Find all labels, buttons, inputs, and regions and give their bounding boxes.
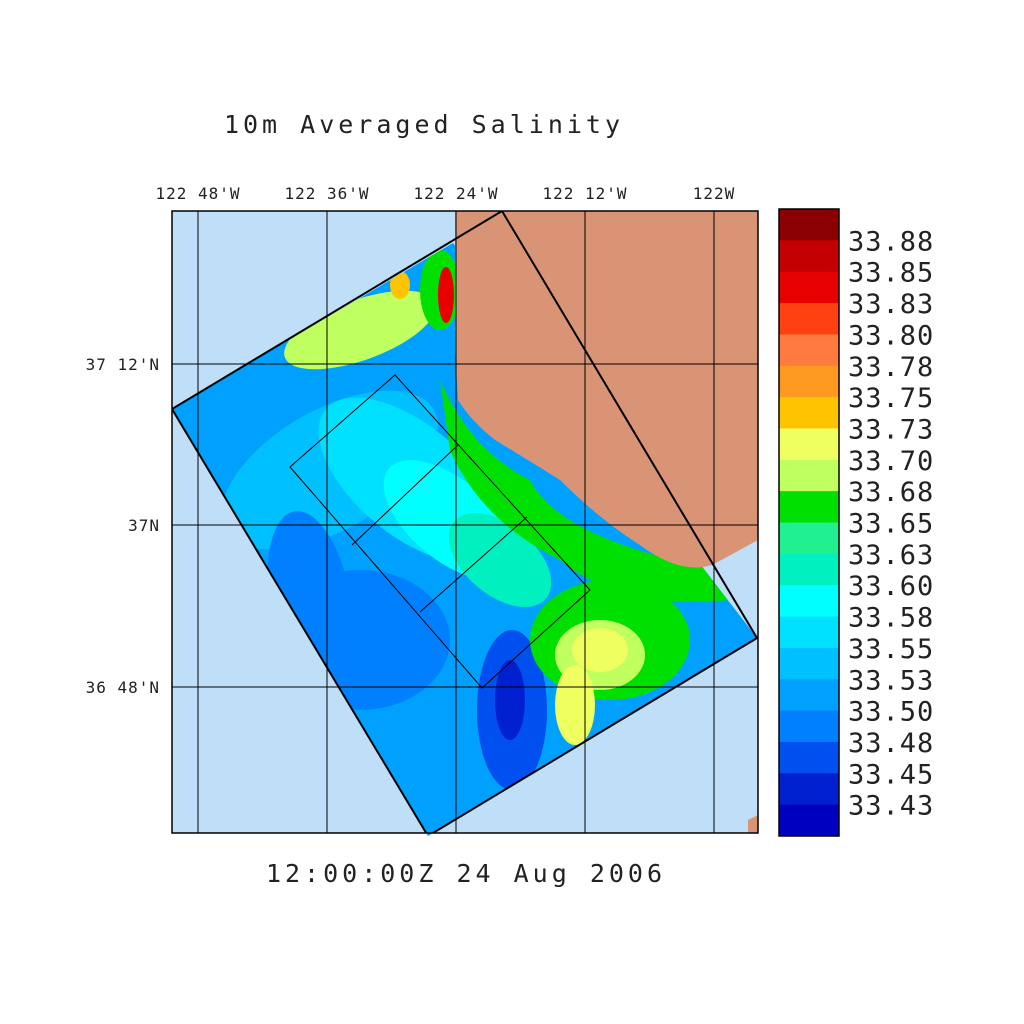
colorbar-level-label: 33.60 <box>848 571 934 602</box>
colorbar-swatch <box>779 741 839 774</box>
lat-label: 37N <box>128 516 160 535</box>
map-plot-area <box>171 210 759 836</box>
colorbar-swatch <box>779 804 839 837</box>
colorbar-swatch <box>779 334 839 367</box>
salinity-patch <box>572 628 628 672</box>
land-fragment <box>748 815 758 833</box>
graticule <box>172 211 758 833</box>
colorbar: 33.8833.8533.8333.8033.7833.7533.7333.70… <box>778 208 934 837</box>
map-title: 10m Averaged Salinity <box>224 110 624 139</box>
colorbar-swatch <box>779 616 839 649</box>
plot-frame <box>171 210 759 834</box>
outer-domain-outline <box>172 211 758 833</box>
colorbar-level-label: 33.50 <box>848 697 934 728</box>
colorbar-level-label: 33.70 <box>848 446 934 477</box>
salinity-patch <box>438 267 454 323</box>
colorbar-level-label: 33.75 <box>848 383 934 414</box>
inner-domain-divider <box>419 516 528 613</box>
colorbar-swatch <box>779 303 839 335</box>
colorbar-swatch <box>779 647 839 680</box>
salinity-patch <box>495 660 525 740</box>
colorbar-level-label: 33.48 <box>848 728 934 759</box>
colorbar-level-label: 33.88 <box>848 226 934 257</box>
colorbar-swatch <box>779 522 839 555</box>
colorbar-level-label: 33.83 <box>848 289 934 320</box>
colorbar-level-label: 33.78 <box>848 352 934 383</box>
colorbar-swatch <box>779 428 839 461</box>
colorbar-level-label: 33.68 <box>848 477 934 508</box>
colorbar-swatch <box>779 397 839 429</box>
colorbar-frame <box>778 208 840 837</box>
lon-label: 122 48'W <box>155 184 240 203</box>
colorbar-level-label: 33.73 <box>848 414 934 445</box>
colorbar-swatch <box>779 553 839 586</box>
salinity-patch <box>284 290 436 370</box>
colorbar-swatch <box>779 491 839 523</box>
colorbar-swatch <box>779 679 839 712</box>
colorbar-swatch <box>779 209 839 241</box>
colorbar-level-label: 33.80 <box>848 320 934 351</box>
colorbar-level-label: 33.53 <box>848 665 934 696</box>
colorbar-swatch <box>779 240 839 273</box>
lon-label: 122 36'W <box>284 184 369 203</box>
timestamp-label: 12:00:00Z 24 Aug 2006 <box>266 859 666 888</box>
colorbar-swatch <box>779 773 839 806</box>
colorbar-swatch <box>779 585 839 618</box>
inner-domain-divider <box>351 444 459 546</box>
colorbar-level-label: 33.63 <box>848 540 934 571</box>
salinity-patch <box>390 271 410 299</box>
colorbar-level-label: 33.65 <box>848 509 934 540</box>
land-mass <box>455 211 758 568</box>
colorbar-swatch <box>779 710 839 743</box>
colorbar-level-label: 33.58 <box>848 603 934 634</box>
lat-label: 36 48'N <box>86 678 160 697</box>
inner-domain-outline <box>289 374 591 689</box>
lon-label: 122 12'W <box>542 184 627 203</box>
colorbar-level-label: 33.43 <box>848 791 934 822</box>
colorbar-swatch <box>779 365 839 398</box>
salinity-patch <box>555 665 595 745</box>
colorbar-swatch <box>779 271 839 304</box>
colorbar-level-label: 33.85 <box>848 258 934 289</box>
colorbar-level-label: 33.55 <box>848 634 934 665</box>
lon-label: 122W <box>693 184 736 203</box>
colorbar-level-label: 33.45 <box>848 759 934 790</box>
lon-label: 122 24'W <box>413 184 498 203</box>
colorbar-swatch <box>779 459 839 492</box>
lat-label: 37 12'N <box>86 355 160 374</box>
